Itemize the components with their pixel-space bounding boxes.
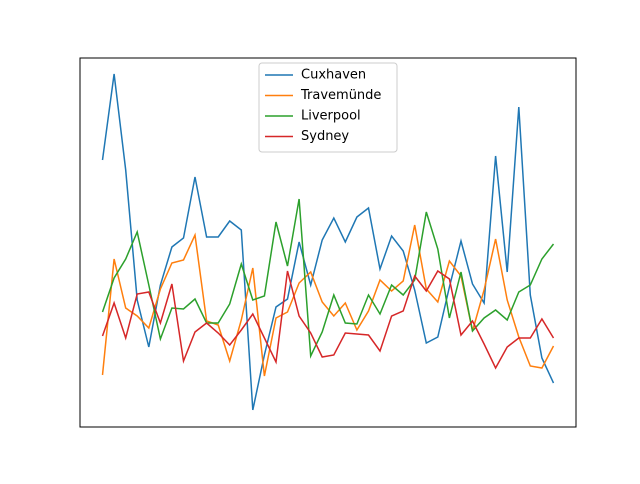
series-line	[101, 198, 555, 359]
legend-label: Sydney	[301, 129, 349, 144]
series-line	[101, 224, 555, 377]
legend-label: Cuxhaven	[301, 68, 366, 83]
series-line	[101, 73, 555, 411]
legend-label: Travemünde	[300, 88, 381, 103]
legend-label: Liverpool	[301, 109, 361, 124]
legend-box	[258, 62, 398, 153]
axes-frame	[79, 57, 577, 428]
series-line	[101, 269, 555, 370]
